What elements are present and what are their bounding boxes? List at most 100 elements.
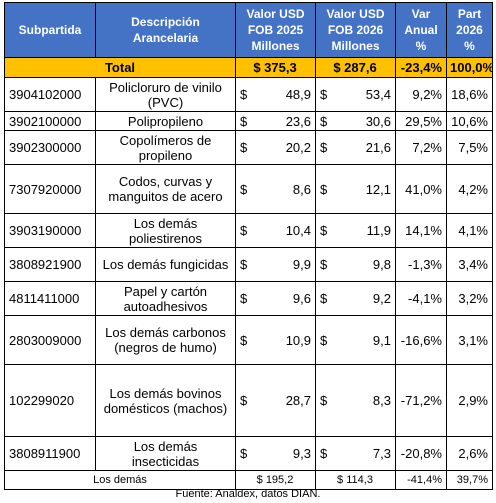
header-row: Subpartida Descripción Arancelaria Valor… — [4, 2, 493, 58]
part-2026-cell: 2,6% — [446, 436, 493, 471]
part-2026-cell: 3,2% — [446, 281, 493, 316]
valor-2026-cell: $21,6 — [315, 130, 396, 165]
subpartida-cell: 3904102000 — [4, 77, 96, 112]
currency-symbol: $ — [240, 181, 248, 197]
total-part: 100,0% — [446, 57, 493, 78]
valor-2025-cell: $23,6 — [235, 111, 316, 131]
footer-valor-2025: $ 195,2 — [235, 470, 316, 490]
valor-2026-cell: $30,6 — [315, 111, 396, 131]
var-anual-cell: -20,8% — [395, 436, 447, 471]
currency-symbol: $ — [240, 223, 248, 238]
table-row: 3903190000 Los demás poliestirenos $10,4 $1… — [4, 213, 493, 248]
currency-symbol: $ — [240, 332, 248, 348]
export-table: Subpartida Descripción Arancelaria Valor… — [4, 2, 493, 490]
currency-symbol: $ — [240, 113, 248, 129]
var-anual-cell: 9,2% — [395, 77, 447, 112]
currency-symbol: $ — [240, 140, 248, 155]
valor-2025-cell: $28,7 — [235, 364, 316, 437]
footer-valor-2026: $ 114,3 — [315, 470, 396, 490]
descripcion-cell: Los demás carbonos (negros de humo) — [95, 315, 236, 365]
value-number: 53,4 — [365, 87, 391, 102]
table-row: 4811411000 Papel y cartón autoadhesivos $9… — [4, 281, 493, 316]
value-number: 30,6 — [365, 113, 391, 129]
descripcion-cell: Codos, curvas y manguitos de acero — [95, 164, 236, 214]
subpartida-cell: 102299020 — [4, 364, 96, 437]
var-anual-cell: 29,5% — [395, 111, 447, 131]
valor-2025-cell: $48,9 — [235, 77, 316, 112]
total-valor-2026: $ 287,6 — [315, 57, 396, 78]
subpartida-cell: 3902100000 — [4, 111, 96, 131]
valor-2025-cell: $20,2 — [235, 130, 316, 165]
part-2026-cell: 3,1% — [446, 315, 493, 365]
subpartida-cell: 3808911900 — [4, 436, 96, 471]
value-number: 48,9 — [285, 87, 311, 102]
part-2026-cell: 10,6% — [446, 111, 493, 131]
var-anual-cell: 7,2% — [395, 130, 447, 165]
currency-symbol: $ — [320, 446, 328, 461]
header-descripcion: Descripción Arancelaria — [95, 2, 236, 58]
currency-symbol: $ — [240, 291, 248, 306]
value-number: 9,1 — [372, 332, 391, 348]
currency-symbol: $ — [320, 332, 328, 348]
valor-2025-cell: $9,9 — [235, 247, 316, 282]
subpartida-cell: 3808921900 — [4, 247, 96, 282]
part-2026-cell: 7,5% — [446, 130, 493, 165]
valor-2026-cell: $8,3 — [315, 364, 396, 437]
table-row: 3902300000 Copolímeros de propileno $20,2 $… — [4, 130, 493, 165]
valor-2025-cell: $10,9 — [235, 315, 316, 365]
value-number: 11,9 — [366, 223, 391, 238]
table-row: 2803009000 Los demás carbonos (negros de … — [4, 315, 493, 365]
var-anual-cell: -16,6% — [395, 315, 447, 365]
value-number: 21,6 — [365, 140, 391, 155]
value-number: 10,9 — [285, 332, 311, 348]
total-label: Total — [4, 57, 236, 78]
descripcion-cell: Los demás bovinos domésticos (machos) — [95, 364, 236, 437]
header-var-anual: Var Anual % — [395, 2, 447, 58]
descripcion-cell: Policloruro de vinilo (PVC) — [95, 77, 236, 112]
descripcion-cell: Los demás insecticidas — [95, 436, 236, 471]
valor-2025-cell: $10,4 — [235, 213, 316, 248]
subpartida-cell: 4811411000 — [4, 281, 96, 316]
table-row: 3808921900 Los demás fungicidas $9,9 $9,8 -1… — [4, 247, 493, 282]
currency-symbol: $ — [320, 393, 328, 408]
valor-2025-cell: $9,6 — [235, 281, 316, 316]
value-number: 9,6 — [292, 291, 311, 306]
currency-symbol: $ — [320, 291, 328, 306]
value-number: 28,7 — [285, 393, 311, 408]
footer-part: 39,7% — [446, 470, 493, 490]
var-anual-cell: -1,3% — [395, 247, 447, 282]
table-row: 3808911900 Los demás insecticidas $9,3 $7,3… — [4, 436, 493, 471]
table-row: 7307920000 Codos, curvas y manguitos de a… — [4, 164, 493, 214]
currency-symbol: $ — [320, 257, 328, 272]
footer-row: Los demás $ 195,2 $ 114,3 -41,4% 39,7% — [4, 470, 493, 490]
part-2026-cell: 4,1% — [446, 213, 493, 248]
descripcion-cell: Los demás fungicidas — [95, 247, 236, 282]
descripcion-cell: Los demás poliestirenos — [95, 213, 236, 248]
export-table-container: Subpartida Descripción Arancelaria Valor… — [4, 2, 493, 490]
valor-2026-cell: $9,8 — [315, 247, 396, 282]
value-number: 8,3 — [372, 393, 391, 408]
valor-2026-cell: $12,1 — [315, 164, 396, 214]
currency-symbol: $ — [240, 393, 248, 408]
valor-2026-cell: $9,1 — [315, 315, 396, 365]
subpartida-cell: 2803009000 — [4, 315, 96, 365]
header-subpartida: Subpartida — [4, 2, 96, 58]
header-valor-2026: Valor USD FOB 2026 Millones — [315, 2, 396, 58]
var-anual-cell: 41,0% — [395, 164, 447, 214]
descripcion-cell: Copolímeros de propileno — [95, 130, 236, 165]
valor-2025-cell: $8,6 — [235, 164, 316, 214]
part-2026-cell: 2,9% — [446, 364, 493, 437]
var-anual-cell: -4,1% — [395, 281, 447, 316]
valor-2025-cell: $9,3 — [235, 436, 316, 471]
subpartida-cell: 7307920000 — [4, 164, 96, 214]
subpartida-cell: 3903190000 — [4, 213, 96, 248]
descripcion-cell: Polipropileno — [95, 111, 236, 131]
var-anual-cell: -71,2% — [395, 364, 447, 437]
value-number: 20,2 — [285, 140, 311, 155]
descripcion-cell: Papel y cartón autoadhesivos — [95, 281, 236, 316]
footer-var: -41,4% — [395, 470, 447, 490]
var-anual-cell: 14,1% — [395, 213, 447, 248]
total-valor-2025: $ 375,3 — [235, 57, 316, 78]
value-number: 8,6 — [292, 181, 311, 197]
total-row: Total $ 375,3 $ 287,6 -23,4% 100,0% — [4, 57, 493, 78]
